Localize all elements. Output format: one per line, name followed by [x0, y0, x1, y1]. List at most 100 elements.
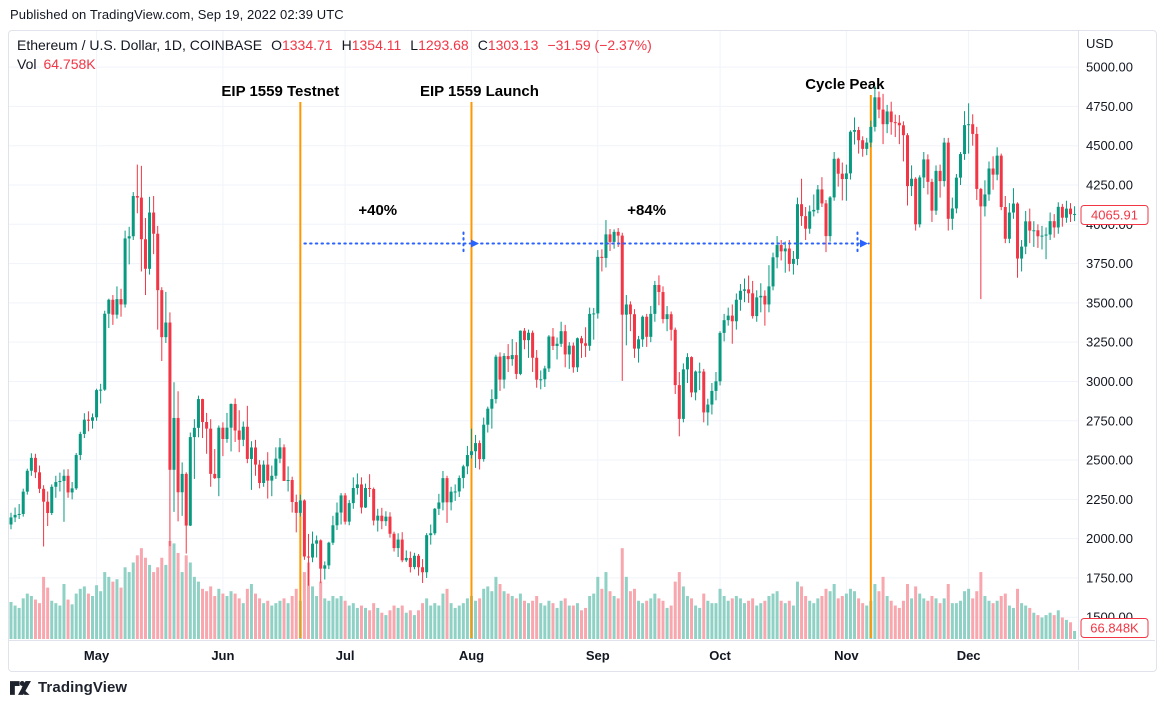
time-axis-label: May: [84, 648, 110, 663]
candle-body: [225, 427, 229, 439]
candle-body: [637, 339, 641, 349]
volume-bar: [180, 572, 184, 639]
volume-bar: [237, 598, 241, 639]
symbol-title: Ethereum / U.S. Dollar, 1D, COINBASE: [17, 37, 263, 53]
candle-body: [107, 299, 111, 314]
volume-bar: [922, 598, 926, 639]
candle-body: [885, 111, 889, 125]
candle-body: [156, 233, 160, 291]
volume-bar: [396, 607, 400, 639]
candle-body: [539, 379, 543, 381]
volume-bar: [42, 576, 46, 639]
candle-body: [836, 158, 840, 174]
volume-bar: [213, 595, 217, 639]
candle-body: [278, 447, 282, 459]
volume-bar: [967, 588, 971, 639]
candle-body: [857, 130, 861, 141]
volume-bar: [783, 603, 787, 639]
candle-body: [910, 178, 914, 187]
volume-bar: [983, 595, 987, 639]
candle-body: [498, 356, 502, 380]
volume-bar: [205, 591, 209, 639]
candle-body: [967, 124, 971, 126]
volume-bar: [547, 600, 551, 639]
price-axis-label: 3500.00: [1086, 295, 1133, 310]
candle-body: [127, 236, 131, 239]
price-axis-label: 3250.00: [1086, 335, 1133, 350]
candle-body: [46, 501, 50, 514]
candle-body: [844, 173, 848, 180]
volume-bar: [229, 591, 233, 639]
volume-bar: [384, 615, 388, 639]
candle-body: [1073, 213, 1077, 215]
candle-body: [706, 404, 710, 413]
candle-body: [343, 495, 347, 522]
volume-bar: [514, 598, 518, 639]
volume-bar: [465, 598, 469, 639]
volume-bar: [722, 595, 726, 639]
candle-body: [775, 245, 779, 258]
volume-bar: [50, 600, 54, 639]
volume-bar: [637, 600, 641, 639]
volume-bar: [478, 598, 482, 639]
volume-bar: [58, 605, 62, 639]
candle-body: [274, 458, 278, 476]
candle-body: [734, 299, 738, 322]
candle-body: [897, 122, 901, 126]
candle-body: [873, 97, 877, 127]
candle-body: [258, 464, 262, 483]
volume-bar: [677, 572, 681, 639]
time-axis-label: Oct: [709, 648, 731, 663]
volume-bar: [103, 572, 107, 639]
candle-body: [417, 555, 420, 568]
volume-bar: [714, 603, 718, 639]
volume-bar: [580, 610, 583, 639]
volume-bar: [604, 572, 608, 639]
candle-body: [604, 234, 608, 258]
candle-body: [522, 330, 526, 341]
candle-body: [608, 234, 612, 242]
volume-bar: [828, 591, 832, 639]
volume-bar: [1060, 617, 1064, 639]
volume-bar: [596, 576, 600, 639]
candle-body: [331, 525, 335, 543]
candle-body: [17, 513, 21, 515]
volume-bar: [143, 557, 147, 639]
volume-bar: [885, 595, 889, 639]
volume-bar: [241, 603, 245, 639]
volume-bar: [86, 593, 90, 639]
candle-body: [412, 555, 416, 568]
volume-bar: [274, 603, 278, 639]
candle-body: [469, 451, 473, 456]
candle-body: [294, 502, 298, 513]
candle-body: [812, 209, 816, 212]
volume-bar: [559, 600, 563, 639]
candle-body: [824, 203, 828, 237]
volume-bar: [1056, 610, 1060, 639]
candle-body: [1056, 206, 1060, 228]
tradingview-logo-link[interactable]: TradingView: [10, 679, 127, 696]
volume-bar: [816, 598, 820, 639]
change-value: −31.59 (−2.37%): [547, 37, 652, 53]
candle-body: [681, 369, 685, 419]
candle-body: [535, 357, 539, 380]
candle-body: [800, 204, 804, 217]
candle-body: [78, 433, 82, 456]
candle-body: [1020, 246, 1024, 259]
volume-bar: [1052, 615, 1056, 639]
volume-bar: [123, 567, 127, 639]
candle-body: [527, 332, 531, 341]
candle-body: [588, 313, 592, 346]
price-axis-label: 1750.00: [1086, 570, 1133, 585]
volume-bar: [690, 598, 694, 639]
volume-bar: [612, 595, 616, 639]
volume-bar: [718, 588, 722, 639]
candle-body: [808, 211, 812, 229]
candle-body: [209, 428, 213, 474]
candle-body: [832, 158, 836, 198]
candle-body: [1003, 207, 1007, 239]
volume-bar: [771, 593, 775, 639]
volume-bar: [910, 598, 914, 639]
volume-bar: [914, 586, 918, 639]
